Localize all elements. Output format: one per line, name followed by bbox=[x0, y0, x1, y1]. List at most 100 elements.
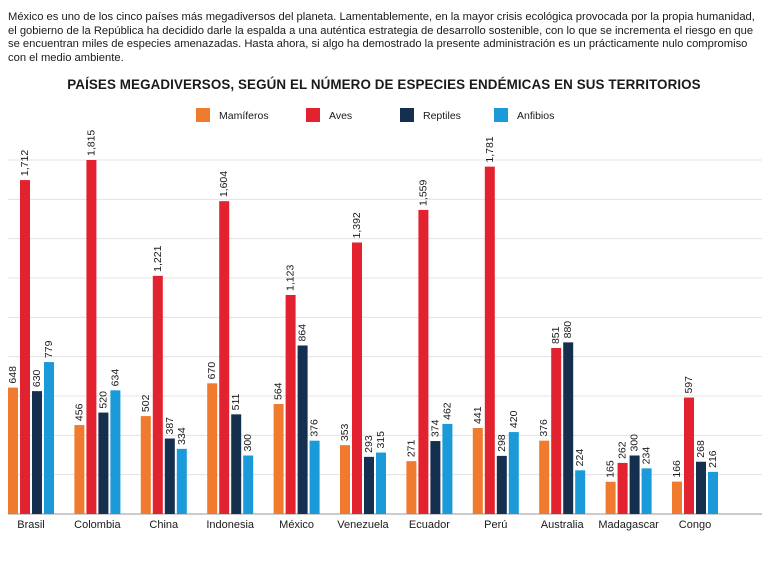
x-tick-label: Indonesia bbox=[206, 519, 255, 531]
data-label: 376 bbox=[538, 419, 550, 437]
data-label: 271 bbox=[405, 439, 417, 457]
data-label: 374 bbox=[429, 419, 441, 437]
bar-reptiles-ecuador bbox=[430, 441, 441, 514]
legend-swatch-anfibios bbox=[494, 108, 508, 122]
data-label: 564 bbox=[273, 382, 285, 400]
data-label: 268 bbox=[695, 440, 707, 458]
bar-reptiles-madagascar bbox=[629, 455, 640, 514]
x-tick-label: Australia bbox=[541, 519, 585, 531]
x-tick-label: Colombia bbox=[74, 519, 121, 531]
x-tick-label: China bbox=[149, 519, 179, 531]
bar-anfibios-china bbox=[176, 448, 187, 514]
bar-anfibios-indonesia bbox=[243, 455, 254, 514]
bar-aves-colombia bbox=[86, 160, 97, 514]
bar-anfibios-congo bbox=[708, 471, 718, 514]
data-label: 597 bbox=[683, 376, 695, 394]
data-label: 1,604 bbox=[218, 171, 230, 197]
legend-label-reptiles: Reptiles bbox=[423, 110, 461, 122]
data-label: 864 bbox=[297, 324, 309, 342]
data-label: 670 bbox=[206, 362, 218, 380]
legend-label-mamíferos: Mamíferos bbox=[219, 110, 269, 122]
bar-anfibios-méxico bbox=[309, 440, 320, 514]
x-tick-label: Ecuador bbox=[409, 519, 450, 531]
bar-mamíferos-madagascar bbox=[605, 481, 616, 514]
bar-aves-brasil bbox=[20, 180, 30, 515]
data-label: 298 bbox=[496, 434, 508, 452]
bar-reptiles-congo bbox=[696, 461, 706, 514]
bar-anfibios-madagascar bbox=[641, 468, 652, 514]
bar-aves-ecuador bbox=[418, 209, 429, 514]
x-tick-label: Brasil bbox=[17, 519, 45, 531]
bar-reptiles-perú bbox=[496, 455, 507, 514]
data-label: 851 bbox=[550, 326, 562, 344]
data-label: 520 bbox=[97, 391, 109, 409]
bar-mamíferos-brasil bbox=[8, 387, 18, 514]
bar-reptiles-colombia bbox=[98, 412, 109, 514]
data-label: 262 bbox=[617, 441, 629, 459]
bar-aves-perú bbox=[484, 166, 495, 514]
data-label: 456 bbox=[73, 403, 85, 421]
data-label: 300 bbox=[629, 434, 641, 452]
bar-reptiles-venezuela bbox=[364, 456, 374, 514]
data-label: 1,221 bbox=[152, 245, 164, 271]
bar-reptiles-méxico bbox=[297, 345, 308, 514]
bar-aves-australia bbox=[551, 348, 562, 514]
bar-mamíferos-australia bbox=[539, 440, 550, 514]
bar-anfibios-australia bbox=[575, 470, 586, 514]
bar-reptiles-indonesia bbox=[231, 414, 242, 514]
bar-aves-venezuela bbox=[352, 242, 362, 514]
data-label: 216 bbox=[707, 450, 719, 468]
data-label: 353 bbox=[339, 423, 351, 441]
data-label: 1,123 bbox=[285, 265, 297, 291]
legend-label-anfibios: Anfibios bbox=[517, 110, 554, 122]
x-tick-label: Perú bbox=[484, 519, 507, 531]
data-label: 387 bbox=[164, 417, 176, 435]
chart-title: PAÍSES MEGADIVERSOS, SEGÚN EL NÚMERO DE … bbox=[67, 77, 701, 92]
data-label: 441 bbox=[472, 406, 484, 424]
data-label: 376 bbox=[309, 419, 321, 437]
data-label: 630 bbox=[31, 369, 43, 387]
bar-reptiles-china bbox=[164, 438, 175, 514]
bar-mamíferos-colombia bbox=[74, 425, 85, 514]
data-label: 634 bbox=[109, 369, 121, 387]
bar-mamíferos-perú bbox=[472, 427, 483, 514]
data-label: 234 bbox=[641, 447, 653, 465]
bar-reptiles-australia bbox=[563, 342, 574, 514]
bar-aves-congo bbox=[684, 397, 694, 514]
bar-aves-méxico bbox=[285, 294, 296, 514]
data-label: 1,392 bbox=[351, 212, 363, 238]
bar-mamíferos-china bbox=[140, 416, 151, 514]
data-label: 300 bbox=[242, 434, 254, 452]
legend-label-aves: Aves bbox=[329, 110, 352, 122]
data-label: 779 bbox=[43, 340, 55, 358]
data-label: 511 bbox=[230, 393, 242, 410]
data-label: 165 bbox=[605, 460, 617, 478]
legend-swatch-aves bbox=[306, 108, 320, 122]
data-label: 1,712 bbox=[19, 150, 31, 176]
data-label: 462 bbox=[441, 402, 453, 420]
bar-mamíferos-indonesia bbox=[207, 383, 218, 514]
data-label: 1,781 bbox=[484, 136, 496, 162]
bar-reptiles-brasil bbox=[32, 391, 42, 514]
data-label: 334 bbox=[176, 427, 188, 445]
bar-aves-china bbox=[152, 275, 163, 514]
x-tick-label: Venezuela bbox=[337, 519, 389, 531]
bar-mamíferos-congo bbox=[672, 481, 682, 514]
legend-swatch-mamíferos bbox=[196, 108, 210, 122]
bar-anfibios-ecuador bbox=[442, 423, 453, 514]
data-label: 293 bbox=[363, 435, 375, 453]
legend-swatch-reptiles bbox=[400, 108, 414, 122]
intro-paragraph: México es uno de los cinco países más me… bbox=[8, 11, 755, 64]
bar-mamíferos-ecuador bbox=[406, 461, 417, 514]
bar-anfibios-venezuela bbox=[376, 452, 386, 514]
data-label: 880 bbox=[562, 321, 574, 339]
bar-anfibios-colombia bbox=[110, 390, 121, 514]
data-label: 502 bbox=[140, 394, 152, 412]
data-label: 166 bbox=[671, 460, 683, 478]
bar-anfibios-perú bbox=[508, 432, 519, 514]
bar-anfibios-brasil bbox=[44, 362, 54, 514]
data-label: 648 bbox=[7, 366, 19, 384]
data-label: 315 bbox=[375, 431, 387, 449]
x-tick-label: Madagascar bbox=[598, 519, 659, 531]
